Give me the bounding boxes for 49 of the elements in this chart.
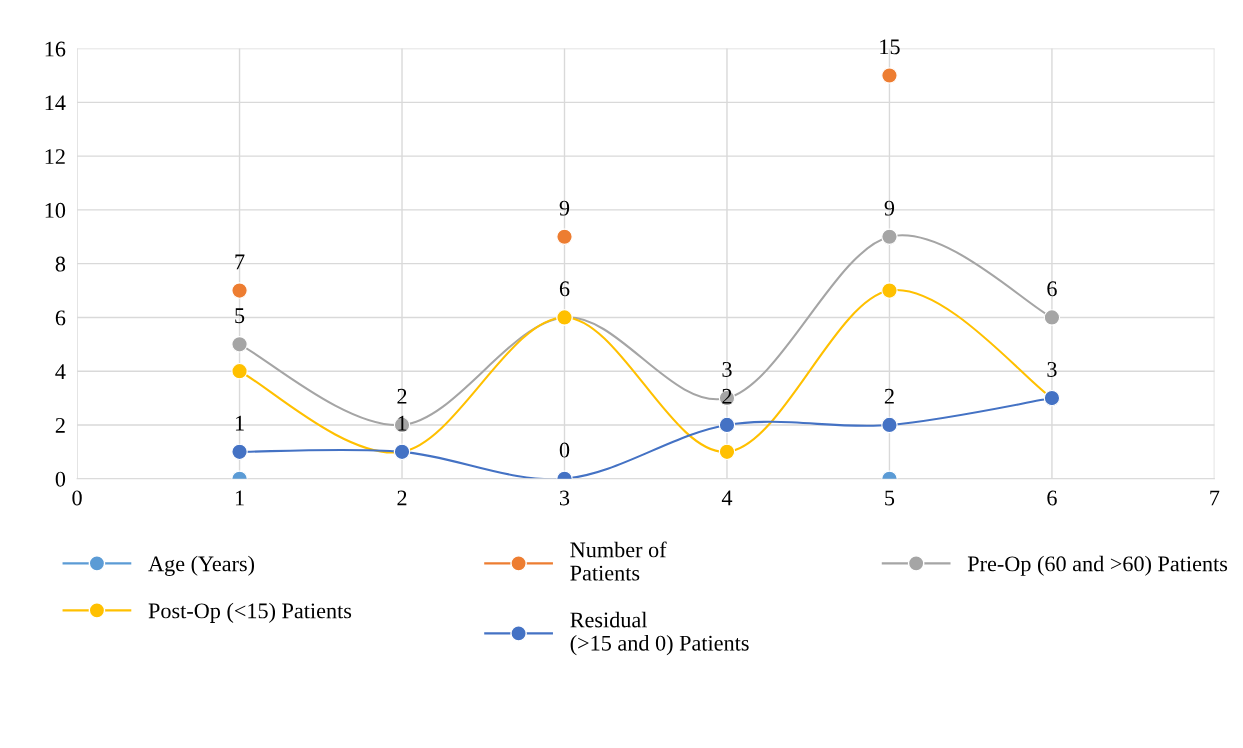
data-label: 9 — [559, 200, 570, 216]
y-tick-label: 12 — [45, 149, 65, 164]
legend-label: Post-Op (<15) Patients — [148, 602, 352, 623]
y-tick-label: 16 — [45, 41, 66, 57]
data-label: 3 — [1047, 361, 1057, 377]
x-tick-label: 2 — [397, 490, 407, 506]
point — [231, 282, 248, 299]
x-tick-label: 4 — [721, 490, 733, 506]
legend-label: Pre-Op (60 and >60) Patients — [967, 555, 1228, 576]
legend-label: Number of Patients — [570, 541, 667, 581]
x-tick-label: 0 — [72, 490, 82, 506]
point — [881, 416, 898, 434]
point — [1043, 309, 1061, 326]
y-tick-label: 2 — [55, 417, 65, 433]
data-label: 0 — [559, 442, 570, 458]
point — [718, 443, 736, 461]
point — [881, 67, 898, 84]
data-label: 1 — [235, 415, 244, 431]
y-tick-label: 14 — [45, 95, 66, 111]
y-tick-label: 8 — [55, 256, 66, 272]
point — [231, 336, 248, 353]
data-label: 6 — [559, 281, 570, 297]
data-label: 7 — [235, 254, 245, 270]
point — [231, 363, 248, 380]
y-tick-label: 6 — [55, 310, 66, 326]
data-label: 2 — [884, 388, 894, 404]
data-label: 9 — [884, 200, 895, 216]
data-label: 3 — [722, 361, 732, 377]
data-label: 15 — [880, 39, 900, 55]
point — [231, 443, 248, 461]
x-tick-label: 6 — [1047, 490, 1057, 506]
legend-label: Age (Years) — [148, 555, 255, 576]
y-tick-label: 0 — [55, 471, 66, 487]
y-tick-label: 10 — [45, 202, 66, 218]
point — [881, 282, 898, 299]
point — [881, 228, 898, 245]
y-tick-label: 4 — [55, 364, 66, 379]
legend-label: Residual (>15 and 0) Patients — [570, 611, 749, 656]
x-tick-label: 5 — [885, 490, 895, 506]
point — [556, 228, 573, 245]
x-tick-label: 1 — [235, 490, 244, 506]
data-label: 5 — [235, 308, 245, 324]
x-tick-label: 3 — [560, 490, 570, 506]
x-tick-label: 7 — [1210, 490, 1220, 506]
point — [718, 416, 736, 434]
data-label: 2 — [397, 388, 407, 404]
data-label: 6 — [1047, 281, 1057, 297]
data-label: 1 — [398, 415, 407, 431]
data-label: 2 — [722, 388, 732, 404]
